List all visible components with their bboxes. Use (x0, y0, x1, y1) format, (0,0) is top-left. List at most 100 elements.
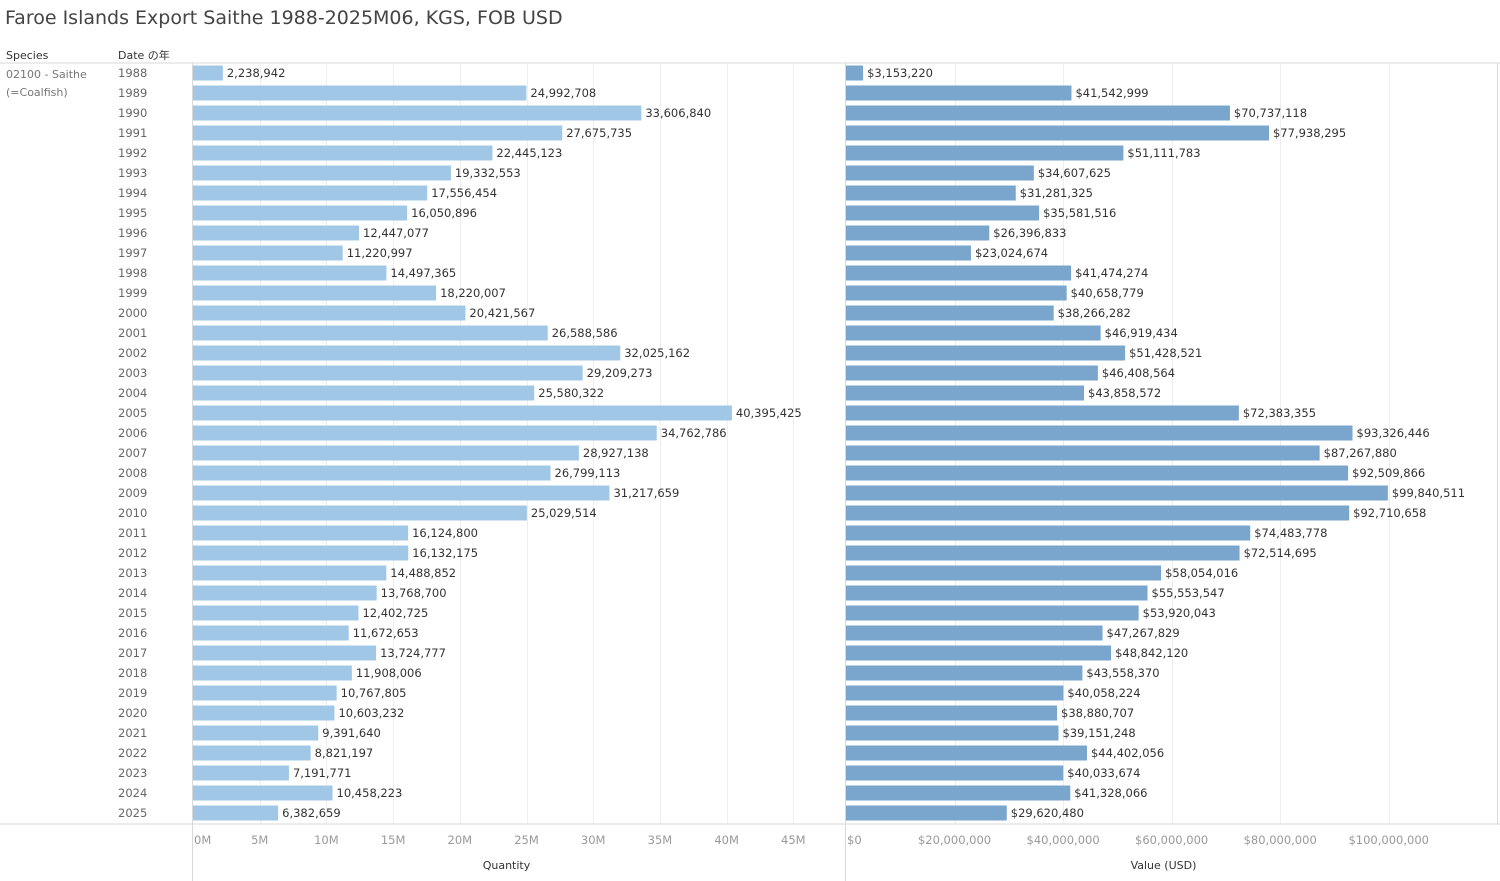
value-bar[interactable] (846, 445, 1320, 461)
value-bar[interactable] (846, 185, 1016, 201)
quantity-data-label: 10,603,232 (338, 706, 404, 720)
value-bar[interactable] (846, 665, 1083, 681)
species-header[interactable]: Species (6, 49, 49, 62)
value-bar[interactable] (846, 505, 1350, 521)
value-data-label: $46,919,434 (1105, 326, 1178, 340)
value-data-label: $72,514,695 (1244, 546, 1317, 560)
quantity-bar[interactable] (193, 85, 527, 101)
quantity-bar[interactable] (193, 345, 621, 361)
quantity-bar[interactable] (193, 805, 279, 821)
quantity-bar[interactable] (193, 725, 319, 741)
quantity-bar[interactable] (193, 785, 333, 801)
quantity-bar[interactable] (193, 705, 335, 721)
quantity-bar[interactable] (193, 365, 583, 381)
value-bar[interactable] (846, 425, 1353, 441)
value-bar[interactable] (846, 85, 1072, 101)
page-title: Faroe Islands Export Saithe 1988-2025M06… (5, 7, 563, 29)
value-bar[interactable] (846, 805, 1007, 821)
quantity-bar[interactable] (193, 605, 359, 621)
quantity-bar[interactable] (193, 445, 579, 461)
quantity-bar[interactable] (193, 405, 732, 421)
value-bar[interactable] (846, 745, 1087, 761)
quantity-bar[interactable] (193, 525, 409, 541)
value-bar[interactable] (846, 385, 1085, 401)
value-bar[interactable] (846, 225, 990, 241)
value-bar[interactable] (846, 645, 1112, 661)
value-bar[interactable] (846, 685, 1064, 701)
value-bar[interactable] (846, 585, 1148, 601)
quantity-bar[interactable] (193, 625, 349, 641)
quantity-bar[interactable] (193, 505, 527, 521)
quantity-data-label: 19,332,553 (455, 166, 521, 180)
quantity-data-label: 17,556,454 (431, 186, 497, 200)
value-bar[interactable] (846, 245, 971, 261)
quantity-bar[interactable] (193, 205, 408, 221)
quantity-axis-title: Quantity (483, 859, 531, 872)
quantity-bar[interactable] (193, 305, 466, 321)
value-tick-label: $60,000,000 (1135, 833, 1208, 847)
quantity-bar[interactable] (193, 65, 223, 81)
value-tick-label: $20,000,000 (918, 833, 991, 847)
quantity-data-label: 29,209,273 (587, 366, 653, 380)
value-bar[interactable] (846, 145, 1124, 161)
value-bar[interactable] (846, 365, 1098, 381)
value-bar[interactable] (846, 485, 1388, 501)
quantity-bar[interactable] (193, 645, 377, 661)
quantity-bar[interactable] (193, 185, 428, 201)
quantity-bar[interactable] (193, 425, 657, 441)
value-bar[interactable] (846, 165, 1034, 181)
value-bar[interactable] (846, 305, 1054, 321)
year-label: 2007 (118, 446, 147, 460)
quantity-bar[interactable] (193, 265, 387, 281)
value-data-label: $29,620,480 (1011, 806, 1084, 820)
quantity-bar[interactable] (193, 245, 343, 261)
quantity-bar[interactable] (193, 465, 551, 481)
quantity-bar[interactable] (193, 125, 563, 141)
value-bar[interactable] (846, 525, 1251, 541)
value-bar[interactable] (846, 125, 1269, 141)
value-bar[interactable] (846, 625, 1103, 641)
quantity-bar[interactable] (193, 745, 311, 761)
quantity-bar[interactable] (193, 685, 337, 701)
quantity-bar[interactable] (193, 145, 493, 161)
value-bar[interactable] (846, 405, 1239, 421)
year-label: 1997 (118, 246, 147, 260)
year-label: 1988 (118, 66, 147, 80)
value-bar[interactable] (846, 65, 864, 81)
value-bar[interactable] (846, 785, 1071, 801)
value-bar[interactable] (846, 265, 1072, 281)
quantity-bar[interactable] (193, 105, 642, 121)
value-bar[interactable] (846, 565, 1162, 581)
value-bar[interactable] (846, 345, 1126, 361)
quantity-bar[interactable] (193, 165, 451, 181)
value-bar[interactable] (846, 205, 1040, 221)
quantity-bar[interactable] (193, 665, 352, 681)
quantity-bar[interactable] (193, 485, 610, 501)
quantity-tick-label: 20M (448, 833, 473, 847)
value-bar[interactable] (846, 725, 1059, 741)
quantity-bar[interactable] (193, 765, 289, 781)
value-bar[interactable] (846, 285, 1067, 301)
value-bar[interactable] (846, 105, 1230, 121)
year-label: 2009 (118, 486, 147, 500)
value-bar[interactable] (846, 545, 1240, 561)
year-label: 1999 (118, 286, 147, 300)
quantity-data-label: 28,927,138 (583, 446, 649, 460)
quantity-data-label: 13,724,777 (380, 646, 446, 660)
quantity-bar[interactable] (193, 585, 377, 601)
value-bar[interactable] (846, 465, 1349, 481)
quantity-bar[interactable] (193, 565, 387, 581)
quantity-data-label: 25,029,514 (531, 506, 597, 520)
quantity-bar[interactable] (193, 325, 548, 341)
year-label: 1989 (118, 86, 147, 100)
value-data-label: $41,474,274 (1075, 266, 1148, 280)
quantity-bar[interactable] (193, 225, 360, 241)
quantity-bar[interactable] (193, 385, 535, 401)
value-bar[interactable] (846, 765, 1064, 781)
quantity-bar[interactable] (193, 545, 409, 561)
date-header[interactable]: Date の年 (118, 48, 170, 62)
value-bar[interactable] (846, 705, 1058, 721)
value-bar[interactable] (846, 325, 1101, 341)
quantity-bar[interactable] (193, 285, 437, 301)
value-bar[interactable] (846, 605, 1139, 621)
